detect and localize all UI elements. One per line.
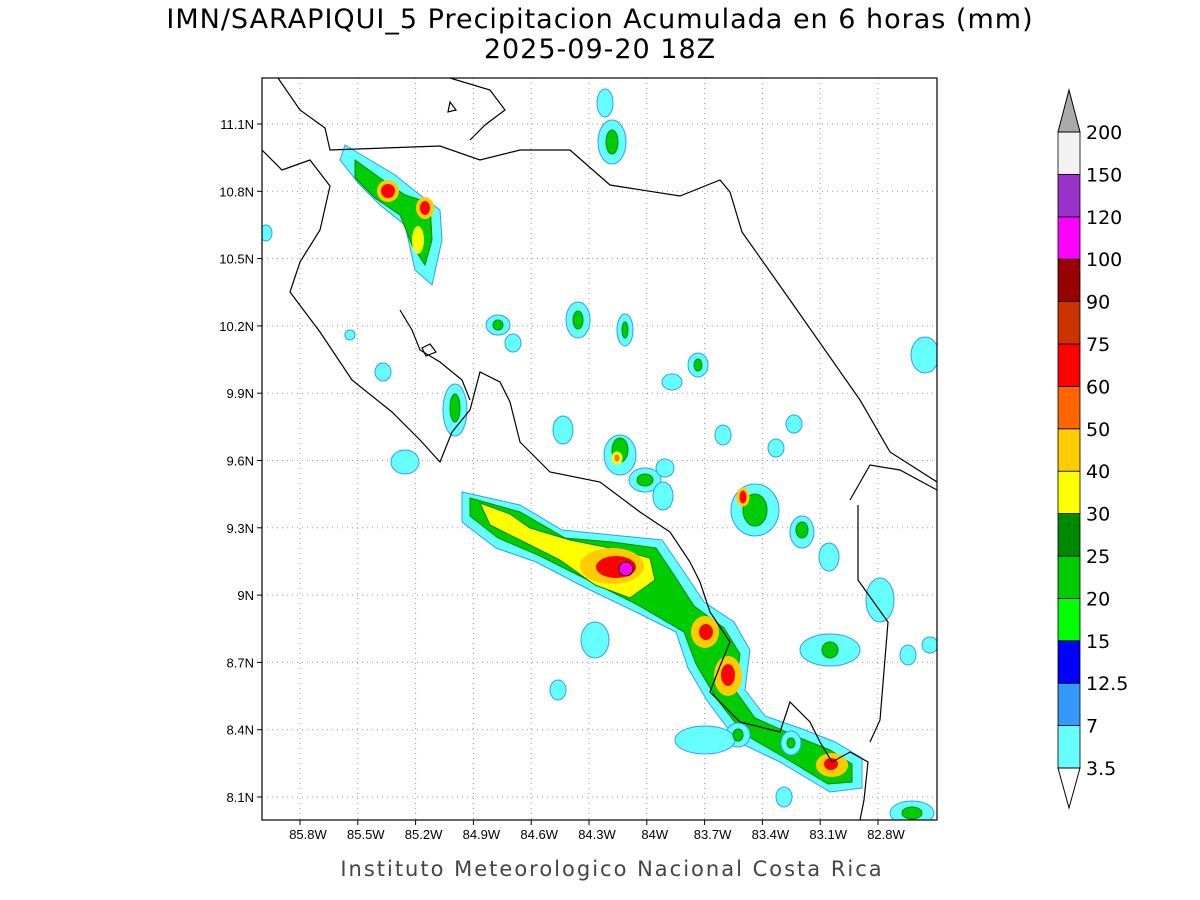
colorbar-label: 12.5 [1086, 673, 1128, 695]
lat-label: 9.9N [227, 386, 254, 401]
subtitle: 2025-09-20 18Z [484, 34, 716, 65]
lon-label: 85.2W [405, 827, 443, 842]
colorbar-label: 150 [1086, 164, 1122, 186]
lon-label: 85.5W [347, 827, 385, 842]
lat-label: 9N [237, 588, 254, 603]
colorbar-label: 200 [1086, 122, 1122, 144]
lat-label: 10.8N [219, 184, 254, 199]
precip-field [262, 88, 937, 820]
lat-label: 11.1N [220, 117, 254, 132]
colorbar-under [1057, 767, 1081, 810]
lat-label: 9.3N [227, 521, 254, 536]
lon-label: 84W [641, 827, 668, 842]
map-frame [261, 77, 938, 821]
lat-label: 8.4N [227, 723, 254, 738]
lon-label: 85.8W [289, 827, 327, 842]
colorbar-label: 100 [1086, 249, 1122, 271]
coastlines [262, 78, 937, 820]
colorbar-label: 120 [1086, 207, 1122, 229]
colorbar-label: 20 [1086, 588, 1110, 610]
lon-label: 83.4W [752, 827, 790, 842]
colorbar-swatch [1057, 216, 1081, 260]
colorbar-label: 30 [1086, 504, 1110, 526]
colorbar-swatch [1057, 555, 1081, 599]
colorbar-label: 3.5 [1086, 758, 1116, 780]
colorbar-label: 75 [1086, 334, 1110, 356]
colorbar-swatch [1057, 428, 1081, 472]
colorbar-swatch [1057, 301, 1081, 345]
colorbar-swatch [1057, 131, 1081, 175]
title: IMN/SARAPIQUI_5 Precipitacion Acumulada … [166, 4, 1033, 35]
colorbar-label: 50 [1086, 419, 1110, 441]
lat-label: 10.5N [219, 252, 254, 267]
colorbar-label: 7 [1086, 716, 1098, 738]
lon-label: 83.7W [694, 827, 732, 842]
colorbar-swatch [1057, 343, 1081, 387]
colorbar-swatch [1057, 173, 1081, 218]
colorbar-swatch [1057, 682, 1081, 727]
lon-label: 84.9W [463, 827, 501, 842]
lat-label: 8.1N [227, 790, 254, 805]
lon-label: 84.6W [520, 827, 558, 842]
colorbar-swatch [1057, 640, 1081, 684]
colorbar-label: 25 [1086, 546, 1110, 568]
lon-label: 82.8W [867, 827, 905, 842]
colorbar-swatch [1057, 385, 1081, 430]
grid [262, 78, 937, 820]
lat-label: 8.7N [227, 655, 254, 670]
lat-label: 10.2N [219, 319, 254, 334]
colorbar-swatch [1057, 598, 1081, 642]
colorbar-swatch [1057, 470, 1081, 515]
colorbar-over [1057, 88, 1081, 133]
lon-label: 83.1W [809, 827, 847, 842]
colorbar-swatch [1057, 258, 1081, 303]
colorbar-label: 90 [1086, 292, 1110, 314]
footer: Instituto Meteorologico Nacional Costa R… [340, 857, 883, 881]
lat-label: 9.6N [227, 454, 254, 469]
colorbar-label: 15 [1086, 631, 1110, 653]
colorbar-swatch [1057, 513, 1081, 557]
colorbar-label: 60 [1086, 376, 1110, 398]
colorbar-label: 40 [1086, 461, 1110, 483]
lon-label: 84.3W [578, 827, 616, 842]
colorbar-swatch [1057, 725, 1081, 769]
colorbar: 3.5 7 12.5 15 20 25 30 40 50 60 75 90 100 120 150 200 [1057, 88, 1128, 810]
